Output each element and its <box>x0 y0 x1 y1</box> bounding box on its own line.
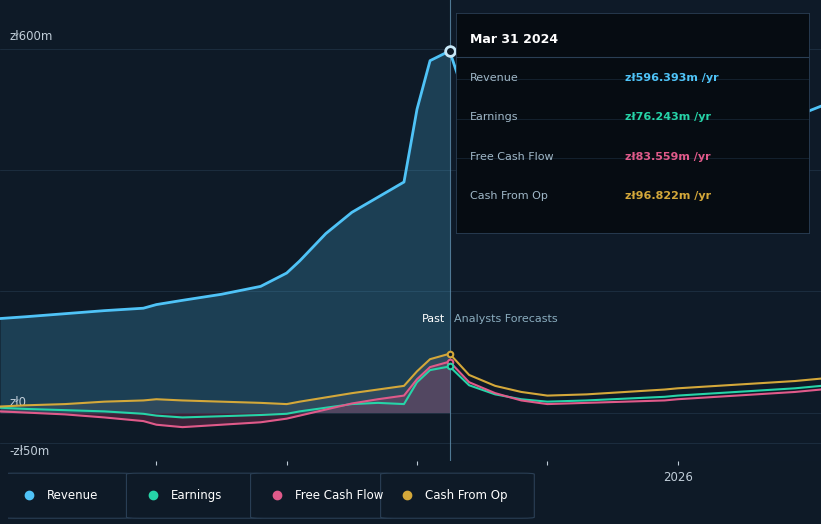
Text: Past: Past <box>422 313 446 323</box>
Text: Free Cash Flow: Free Cash Flow <box>470 152 553 162</box>
FancyBboxPatch shape <box>126 473 263 518</box>
FancyBboxPatch shape <box>250 473 392 518</box>
Bar <box>450 0 821 461</box>
Text: zł0: zł0 <box>10 396 27 409</box>
Text: Cash From Op: Cash From Op <box>470 191 548 201</box>
Text: -zł50m: -zł50m <box>10 445 50 458</box>
Text: zł83.559m /yr: zł83.559m /yr <box>625 152 711 162</box>
Text: Analysts Forecasts: Analysts Forecasts <box>454 313 557 323</box>
Text: Revenue: Revenue <box>470 72 519 82</box>
Text: Earnings: Earnings <box>171 489 222 501</box>
FancyBboxPatch shape <box>381 473 534 518</box>
Text: zł76.243m /yr: zł76.243m /yr <box>625 112 711 122</box>
Text: Free Cash Flow: Free Cash Flow <box>295 489 383 501</box>
Text: zł600m: zł600m <box>10 30 53 43</box>
Text: Revenue: Revenue <box>47 489 98 501</box>
Text: zł596.393m /yr: zł596.393m /yr <box>625 72 718 82</box>
Text: Mar 31 2024: Mar 31 2024 <box>470 33 558 46</box>
FancyBboxPatch shape <box>2 473 132 518</box>
Text: Earnings: Earnings <box>470 112 518 122</box>
Text: Cash From Op: Cash From Op <box>425 489 507 501</box>
Text: zł96.822m /yr: zł96.822m /yr <box>625 191 711 201</box>
